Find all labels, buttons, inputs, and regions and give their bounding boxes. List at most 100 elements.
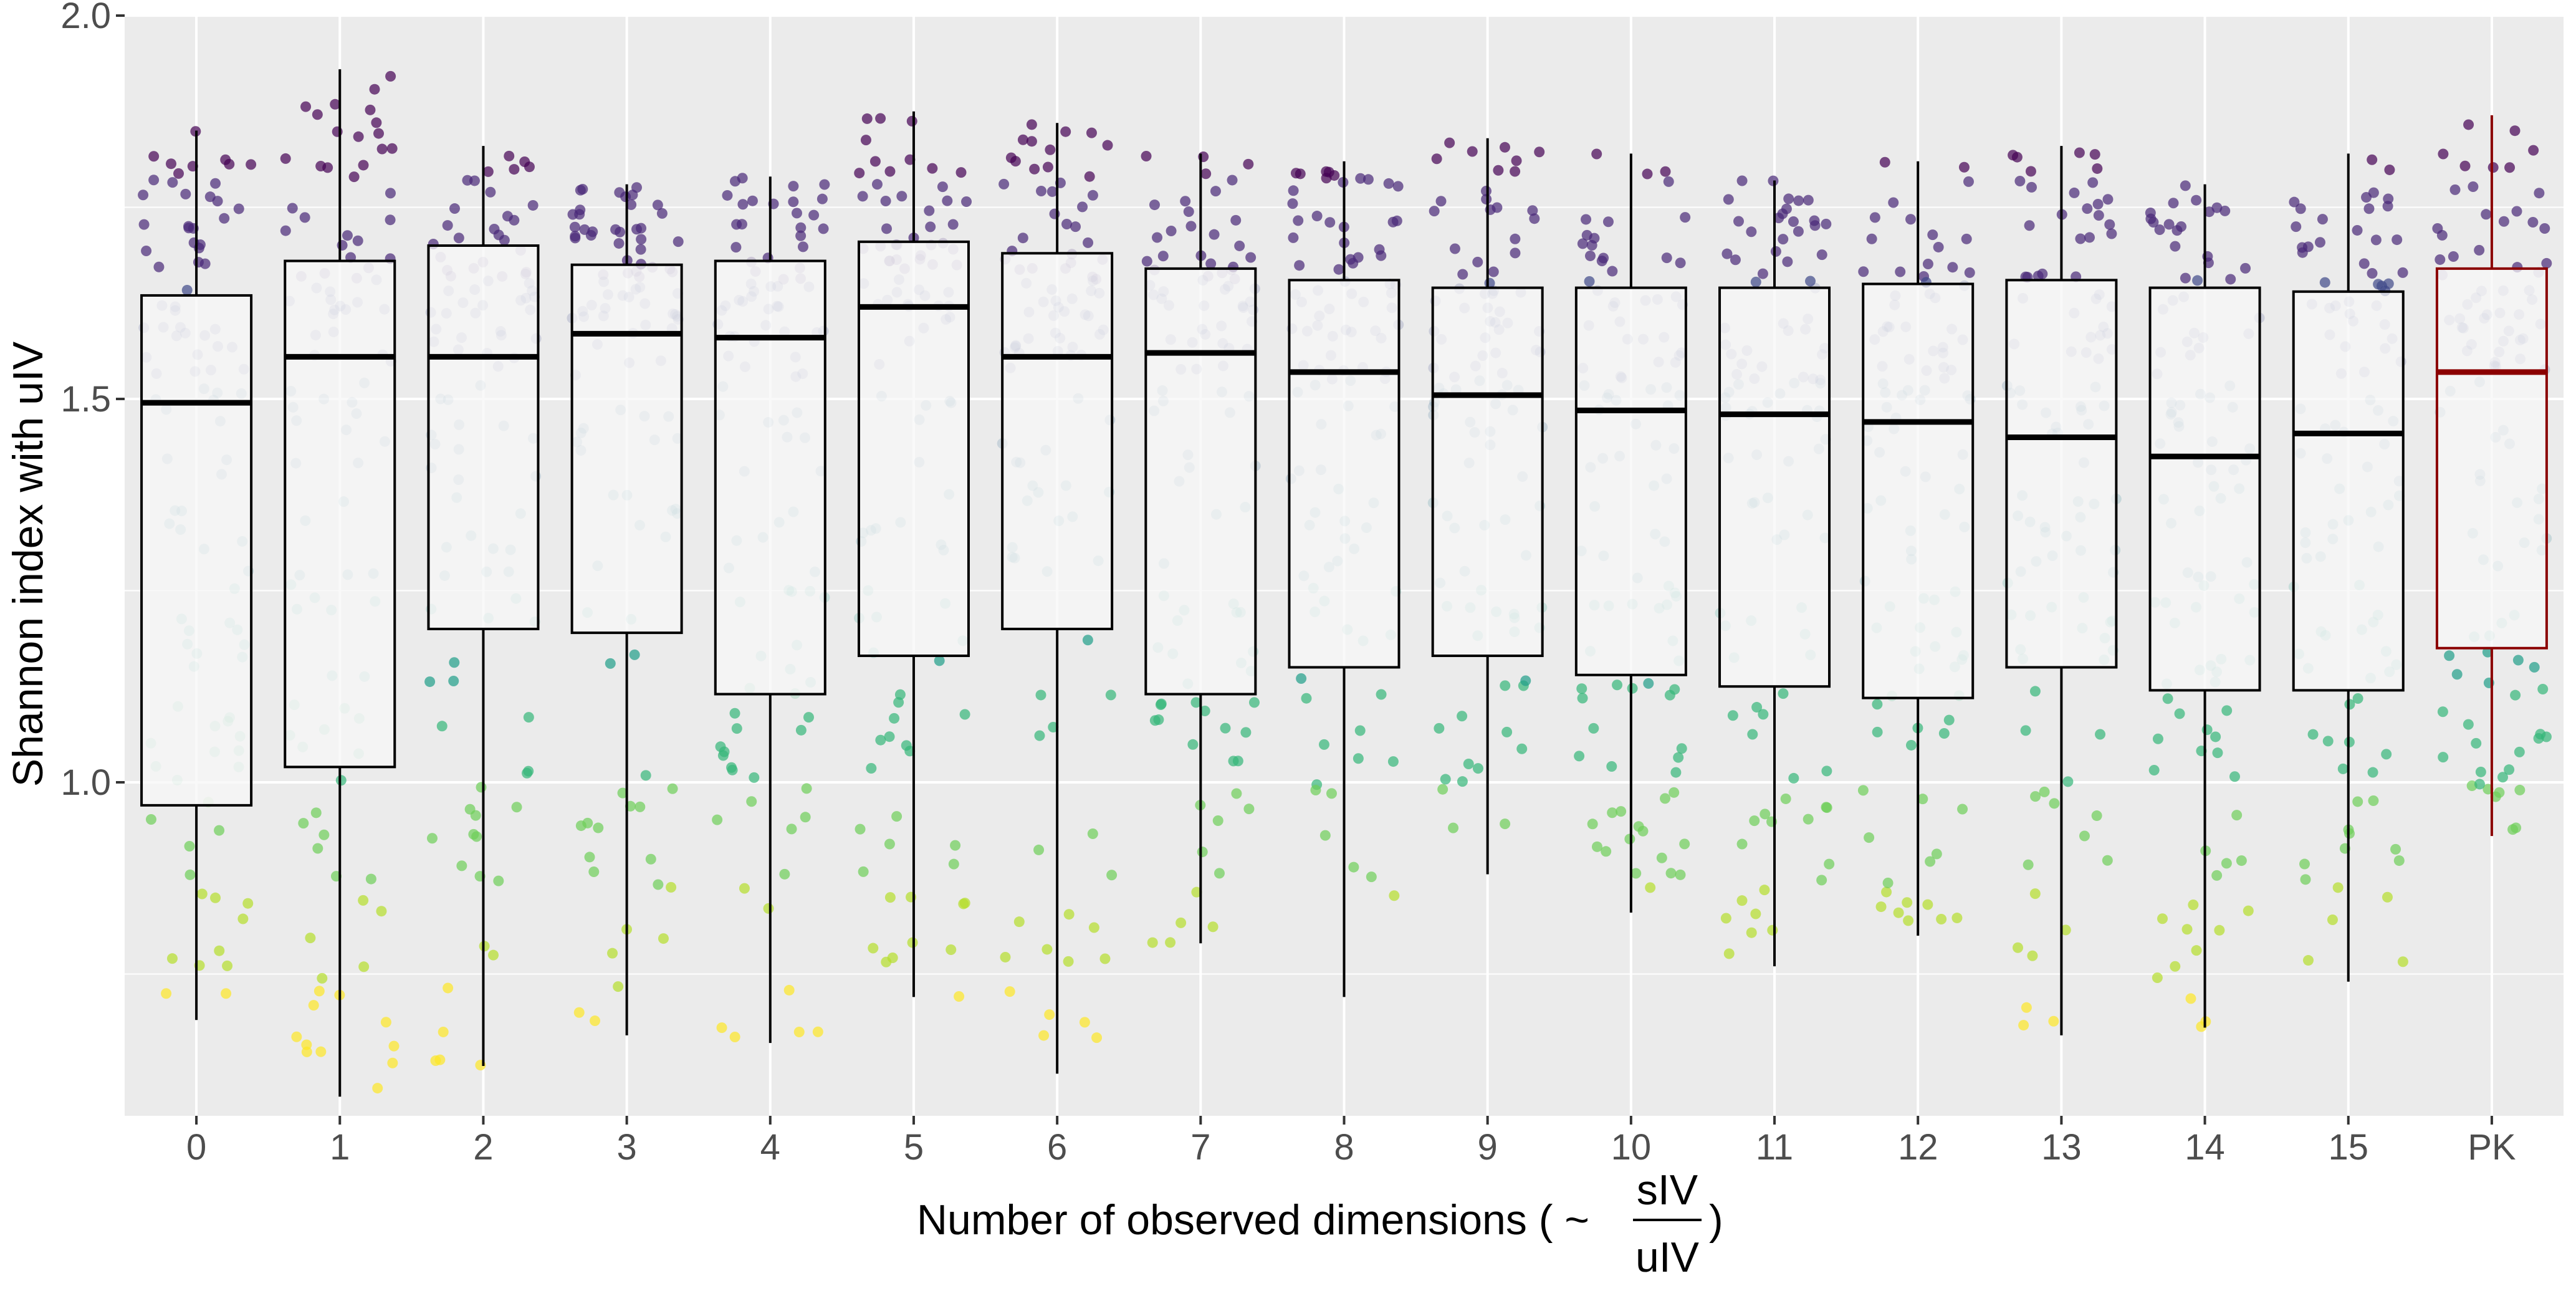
jitter-point: [2291, 221, 2302, 233]
jitter-point: [2092, 163, 2103, 174]
jitter-point: [385, 188, 396, 199]
jitter-point: [1105, 689, 1116, 701]
jitter-point: [1803, 813, 1814, 825]
jitter-point: [2449, 184, 2461, 195]
jitter-point: [2236, 855, 2247, 866]
jitter-point: [308, 1000, 319, 1011]
jitter-point: [358, 160, 369, 171]
jitter-point: [1457, 711, 1468, 722]
jitter-point: [485, 186, 496, 198]
jitter-point: [2487, 162, 2499, 173]
jitter-point: [1088, 922, 1099, 933]
jitter-point: [1017, 134, 1028, 145]
jitter-point: [1500, 680, 1511, 691]
jitter-point: [1231, 788, 1242, 799]
jitter-point: [173, 168, 184, 179]
jitter-point: [584, 852, 595, 863]
jitter-point: [1500, 818, 1511, 830]
jitter-point: [569, 221, 580, 233]
jitter-point: [626, 199, 637, 210]
jitter-point: [2481, 209, 2492, 220]
jitter-point: [2528, 145, 2539, 156]
jitter-point: [148, 151, 160, 162]
jitter-point: [2212, 747, 2223, 759]
jitter-point: [214, 825, 225, 836]
jitter-point: [1778, 688, 1789, 699]
jitter-point: [653, 879, 664, 890]
jitter-point: [1577, 693, 1588, 704]
jitter-point: [210, 892, 221, 903]
jitter-point: [1084, 171, 1095, 182]
jitter-point: [593, 822, 604, 833]
box-iqr: [1288, 279, 1401, 669]
jitter-point: [388, 1040, 400, 1052]
jitter-point: [1191, 886, 1202, 898]
jitter-point: [214, 945, 225, 956]
jitter-point: [386, 143, 398, 154]
jitter-point: [287, 203, 298, 214]
jitter-point: [1875, 901, 1887, 913]
jitter-point: [1232, 756, 1243, 767]
jitter-point: [2029, 888, 2041, 900]
jitter-point: [1866, 233, 1877, 244]
jitter-point: [1821, 765, 1832, 777]
jitter-point: [1758, 709, 1769, 720]
jitter-point: [1472, 763, 1483, 774]
jitter-point: [2363, 203, 2375, 214]
jitter-point: [1190, 697, 1202, 708]
jitter-point: [1793, 195, 1804, 206]
jitter-point: [1290, 168, 1301, 179]
jitter-point: [2512, 655, 2524, 666]
box-iqr: [714, 259, 826, 696]
jitter-point: [1951, 913, 1963, 924]
jitter-point: [793, 1027, 805, 1038]
jitter-point: [233, 203, 244, 214]
jitter-point: [1679, 838, 1690, 850]
jitter-point: [1079, 1017, 1090, 1028]
jitter-point: [2026, 181, 2037, 193]
jitter-point: [1803, 194, 1814, 206]
jitter-point: [342, 230, 353, 241]
jitter-point: [1499, 142, 1510, 153]
jitter-point: [1493, 165, 1504, 176]
jitter-point: [2225, 274, 2236, 285]
jitter-point: [2095, 729, 2106, 740]
jitter-point: [808, 209, 820, 221]
jitter-point: [222, 960, 233, 971]
jitter-point: [1746, 226, 1757, 238]
jitter-point: [1149, 199, 1160, 211]
jitter-point: [857, 191, 868, 202]
jitter-point: [373, 128, 385, 139]
jitter-point: [2289, 196, 2300, 208]
jitter-point: [2104, 219, 2115, 230]
jitter-point: [1577, 238, 1588, 249]
jitter-point: [1510, 166, 1521, 177]
jitter-point: [1607, 807, 1618, 818]
jitter-point: [1669, 684, 1680, 695]
jitter-point: [747, 195, 758, 206]
jitter-point: [1584, 250, 1596, 261]
jitter-point: [739, 883, 750, 894]
jitter-point: [1736, 895, 1748, 906]
jitter-point: [1155, 699, 1166, 711]
jitter-point: [448, 675, 459, 686]
jitter-point: [380, 1017, 391, 1028]
jitter-point: [1391, 215, 1402, 226]
jitter-point: [1770, 246, 1781, 257]
jitter-point: [906, 115, 917, 127]
jitter-point: [298, 818, 309, 829]
jitter-point: [2082, 203, 2093, 214]
jitter-point: [299, 212, 310, 223]
jitter-point: [280, 153, 291, 164]
x-axis-title-numerator: sIV: [1637, 1166, 1698, 1214]
jitter-point: [946, 944, 957, 955]
jitter-point: [376, 143, 388, 155]
jitter-point: [729, 1031, 740, 1042]
jitter-point: [615, 226, 626, 238]
jitter-point: [1721, 248, 1733, 259]
jitter-point: [2185, 993, 2196, 1004]
jitter-point: [1957, 804, 1968, 815]
jitter-point: [424, 676, 436, 688]
x-axis-title-denominator: uIV: [1635, 1234, 1700, 1281]
jitter-point: [358, 961, 370, 972]
